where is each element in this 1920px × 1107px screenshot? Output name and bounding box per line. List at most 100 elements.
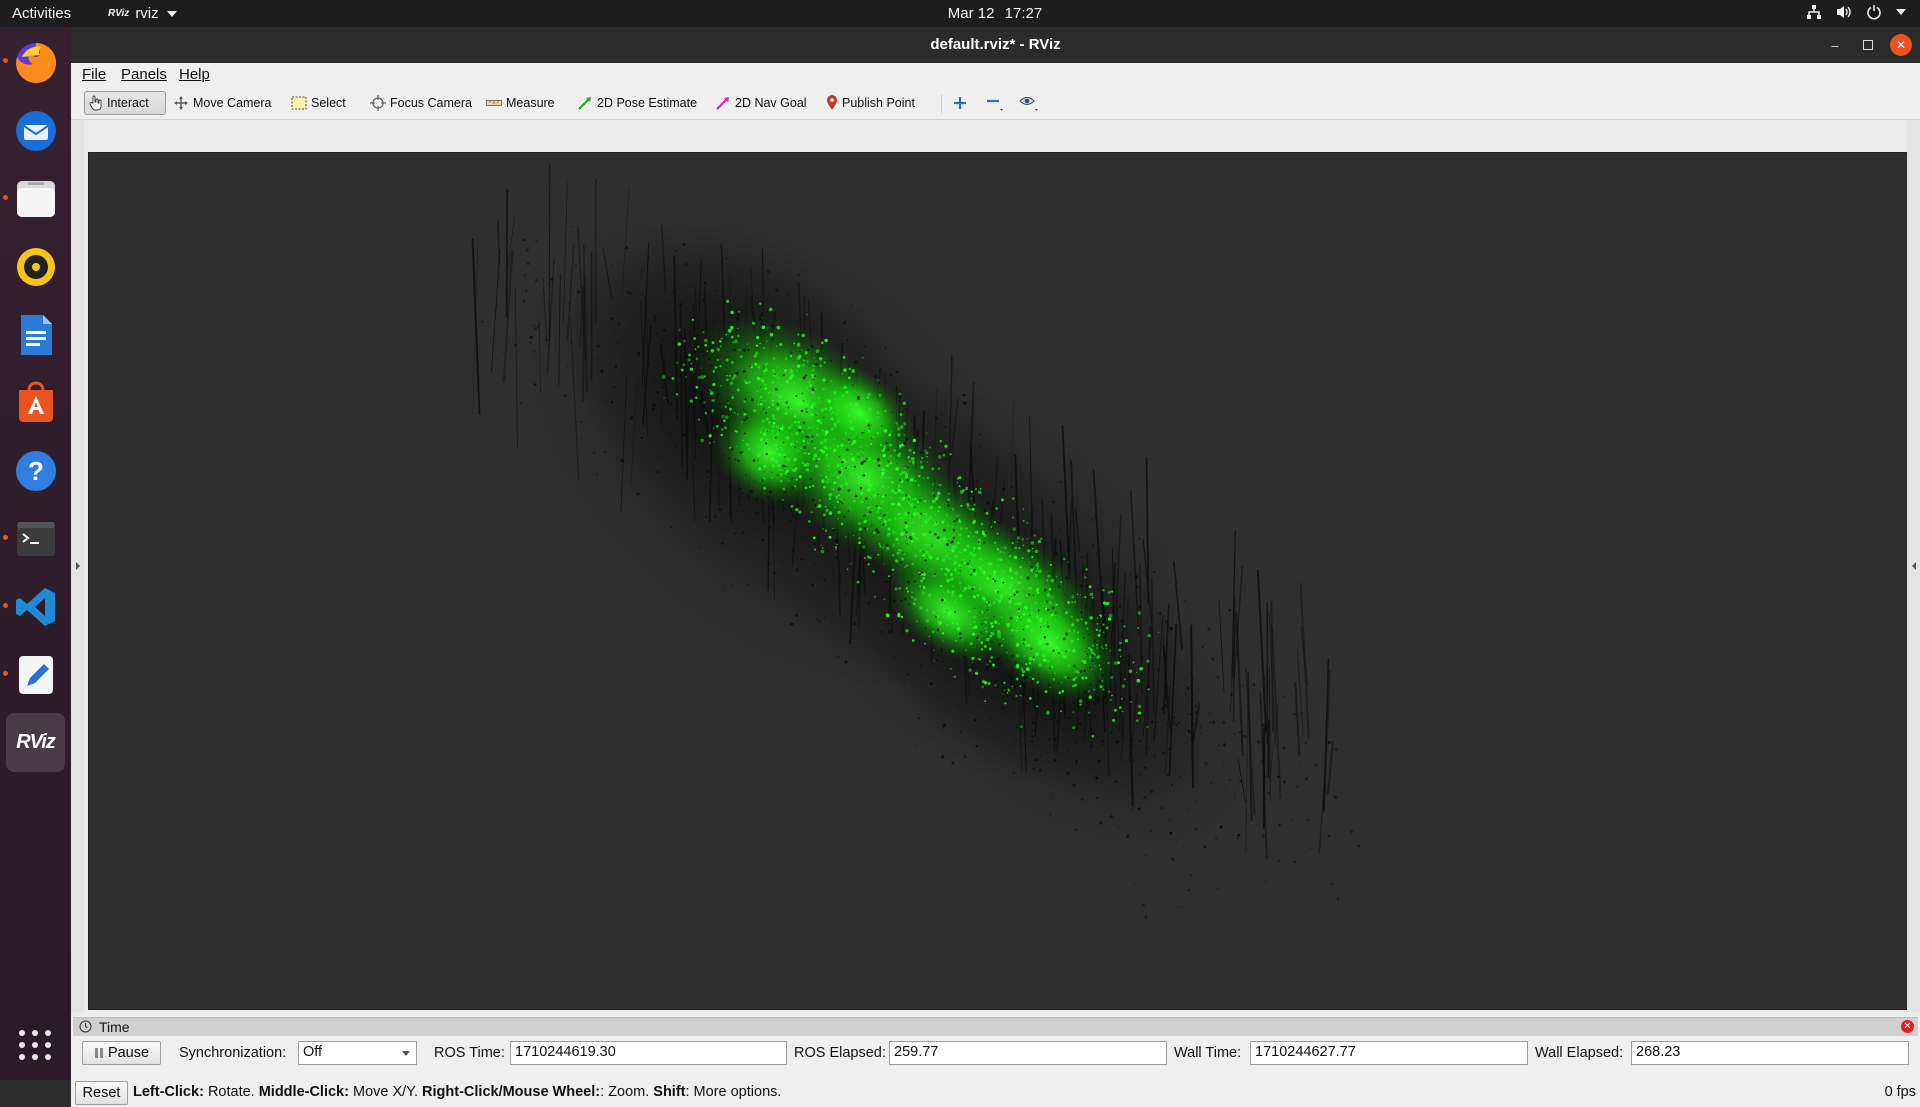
dark-point <box>848 439 850 441</box>
close-panel-button[interactable]: ✕ <box>1901 1020 1914 1033</box>
dark-point <box>920 665 922 667</box>
green-point <box>806 468 809 471</box>
dock-help[interactable]: ? <box>6 441 65 500</box>
dark-point <box>801 393 803 395</box>
green-point <box>774 444 777 447</box>
window-titlebar[interactable]: default.rviz* - RViz – ✕ <box>71 27 1920 63</box>
tool-publish-point[interactable]: Publish Point <box>822 91 919 115</box>
green-point <box>859 474 862 477</box>
green-point <box>975 672 978 675</box>
dark-point <box>873 555 874 556</box>
dock-text-editor[interactable] <box>6 645 65 704</box>
dark-point <box>1043 705 1045 707</box>
tool-move-camera[interactable]: Move Camera <box>169 91 276 115</box>
dock-terminal[interactable] <box>6 509 65 568</box>
green-point <box>726 334 727 335</box>
close-button[interactable]: ✕ <box>1890 34 1912 56</box>
dark-point <box>703 401 706 404</box>
ros-time-field[interactable]: 1710244619.30 <box>510 1041 787 1065</box>
dark-point <box>904 598 906 600</box>
green-point <box>1100 685 1103 688</box>
dock-files[interactable] <box>6 169 65 228</box>
maximize-button[interactable] <box>1857 34 1879 56</box>
wall-elapsed-field[interactable]: 268.23 <box>1631 1041 1909 1065</box>
tool-2d-pose-estimate[interactable]: 2D Pose Estimate <box>573 91 701 115</box>
dark-point <box>1097 682 1098 683</box>
dark-point <box>533 325 534 326</box>
dark-point <box>699 399 702 402</box>
menu-panels[interactable]: Panels <box>121 66 167 83</box>
right-dock-handle[interactable] <box>1907 120 1920 1012</box>
green-point <box>1051 666 1053 668</box>
green-point <box>819 357 823 361</box>
clock[interactable]: Mar 12 17:27 <box>0 5 1920 22</box>
tool-select[interactable]: Select <box>287 91 350 115</box>
show-apps-button[interactable] <box>19 1030 52 1060</box>
system-tray[interactable] <box>1806 4 1906 20</box>
green-point <box>1094 665 1096 667</box>
left-dock-handle[interactable] <box>71 120 84 1012</box>
green-point <box>1138 705 1141 708</box>
dark-point <box>992 578 994 580</box>
dock-rhythmbox[interactable] <box>6 237 65 296</box>
dark-point <box>1165 695 1167 697</box>
dark-point <box>997 591 999 593</box>
green-point <box>1016 619 1018 621</box>
green-point <box>1108 691 1110 693</box>
green-point <box>1018 581 1022 585</box>
green-point <box>812 485 814 487</box>
menu-help[interactable]: Help <box>179 66 210 83</box>
green-point <box>1081 676 1084 679</box>
tool-measure[interactable]: Measure <box>482 91 559 115</box>
dock-writer[interactable] <box>6 305 65 364</box>
3d-viewport[interactable] <box>88 152 1907 1010</box>
green-point <box>1101 646 1102 647</box>
green-point <box>959 594 963 598</box>
dark-point <box>1291 695 1293 697</box>
tool-interact[interactable]: Interact <box>84 91 166 115</box>
dark-point <box>905 408 907 410</box>
dock-rviz[interactable]: RViz <box>6 713 65 772</box>
dark-point <box>1097 660 1098 661</box>
dark-point <box>1115 633 1116 634</box>
green-point <box>1003 682 1005 684</box>
wall-time-field[interactable]: 1710244627.77 <box>1250 1041 1528 1065</box>
dark-point <box>782 465 785 468</box>
remove-tool-button[interactable] <box>982 91 1010 115</box>
dark-point <box>767 270 770 273</box>
sync-select[interactable]: Off <box>298 1041 417 1065</box>
dark-point <box>1257 741 1260 744</box>
dock-vscode[interactable] <box>6 577 65 636</box>
green-point <box>813 447 816 450</box>
green-point <box>788 480 789 481</box>
dark-point <box>697 381 698 382</box>
green-point <box>737 389 740 392</box>
dark-point <box>803 400 804 401</box>
green-point <box>754 373 755 374</box>
green-point <box>896 540 897 541</box>
green-point <box>989 638 990 639</box>
menu-file[interactable]: File <box>82 66 106 83</box>
green-point <box>901 616 903 618</box>
green-point <box>1038 663 1042 667</box>
minimize-button[interactable]: – <box>1824 34 1846 56</box>
reset-button[interactable]: Reset <box>75 1081 128 1105</box>
tool-2d-nav-goal[interactable]: 2D Nav Goal <box>711 91 811 115</box>
dark-point <box>1049 813 1051 815</box>
green-point <box>877 411 880 414</box>
tool-properties-button[interactable] <box>1015 91 1045 115</box>
tool-focus-camera[interactable]: Focus Camera <box>366 91 476 115</box>
dock-app-center[interactable] <box>6 373 65 432</box>
dock-thunderbird[interactable] <box>6 101 65 160</box>
green-point <box>924 643 926 645</box>
green-point <box>990 632 992 634</box>
pause-button[interactable]: Pause <box>82 1041 161 1065</box>
green-point <box>972 521 975 524</box>
dark-point <box>1278 824 1280 826</box>
green-point <box>1090 650 1093 653</box>
green-point <box>984 700 986 702</box>
dock-firefox[interactable] <box>6 33 65 92</box>
ros-elapsed-field[interactable]: 259.77 <box>889 1041 1167 1065</box>
add-tool-button[interactable] <box>949 91 971 115</box>
dark-point <box>948 540 949 541</box>
